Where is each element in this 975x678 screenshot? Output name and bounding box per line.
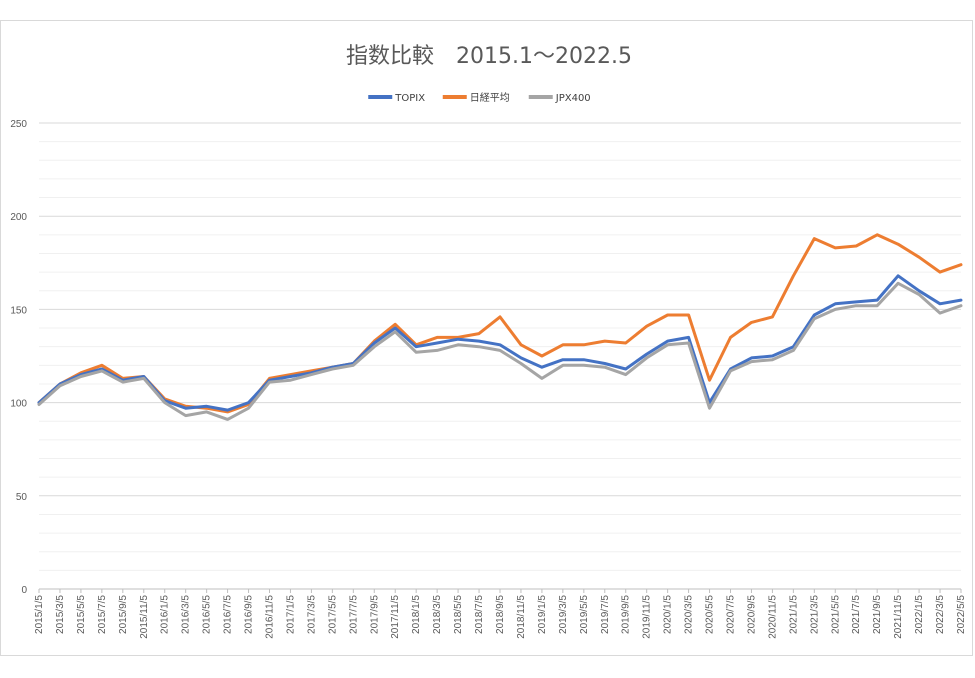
x-tick-label: 2021/1/5 <box>788 595 799 634</box>
x-tick-label: 2018/1/5 <box>411 595 422 634</box>
legend-label: TOPIX <box>394 93 425 104</box>
legend-label: 日経平均 <box>470 91 510 104</box>
y-tick-label: 0 <box>21 585 27 596</box>
x-tick-label: 2021/5/5 <box>830 595 841 634</box>
x-tick-label: 2016/7/5 <box>223 595 234 634</box>
x-tick-label: 2019/11/5 <box>642 595 653 639</box>
x-tick-label: 2022/3/5 <box>935 595 946 634</box>
chart-frame: 指数比較 2015.1～2022.5 TOPIX 日経平均 JPX400 0 50 10… <box>0 20 973 656</box>
x-tick-label: 2018/11/5 <box>516 595 527 639</box>
x-tick-label: 2020/9/5 <box>746 595 757 634</box>
x-tick-label: 2018/7/5 <box>474 595 485 634</box>
y-tick-label: 50 <box>16 492 28 503</box>
legend: TOPIX 日経平均 JPX400 <box>368 91 591 104</box>
x-tick-label: 2017/7/5 <box>348 595 359 634</box>
x-tick-label: 2016/9/5 <box>244 595 255 634</box>
x-tick-label: 2019/1/5 <box>537 595 548 634</box>
x-tick-label: 2017/3/5 <box>306 595 317 634</box>
x-tick-label: 2020/7/5 <box>726 595 737 634</box>
x-tick-label: 2018/3/5 <box>432 595 443 634</box>
x-tick-label: 2016/1/5 <box>160 595 171 634</box>
y-tick-label: 200 <box>10 212 27 223</box>
x-tick-label: 2016/3/5 <box>181 595 192 634</box>
x-tick-label: 2018/5/5 <box>453 595 464 634</box>
x-tick-label: 2021/3/5 <box>809 595 820 634</box>
x-tick-label: 2017/11/5 <box>390 595 401 639</box>
series-line-JPX400 <box>37 281 963 421</box>
y-axis: 0 50 100 150 200 250 <box>10 119 27 596</box>
x-tick-label: 2019/5/5 <box>579 595 590 634</box>
x-tick-label: 2020/1/5 <box>663 595 674 634</box>
x-tick-label: 2017/9/5 <box>369 595 380 634</box>
x-tick-label: 2022/5/5 <box>956 595 967 634</box>
x-tick-label: 2019/7/5 <box>600 595 611 634</box>
x-tick-label: 2016/5/5 <box>202 595 213 634</box>
x-tick-label: 2020/3/5 <box>684 595 695 634</box>
x-tick-label: 2019/9/5 <box>621 595 632 634</box>
x-tick-label: 2018/9/5 <box>495 595 506 634</box>
y-tick-label: 150 <box>10 305 27 316</box>
x-tick-label: 2017/1/5 <box>285 595 296 634</box>
x-tick-label: 2021/11/5 <box>893 595 904 639</box>
x-tick-label: 2015/11/5 <box>139 595 150 639</box>
y-tick-label: 100 <box>10 399 27 410</box>
x-tick-label: 2015/5/5 <box>76 595 87 634</box>
chart-title: 指数比較 2015.1～2022.5 <box>346 44 632 69</box>
x-tick-label: 2021/7/5 <box>851 595 862 634</box>
x-tick-label: 2022/1/5 <box>914 595 925 634</box>
series-line-日経平均 <box>37 233 963 414</box>
line-chart: 指数比較 2015.1～2022.5 TOPIX 日経平均 JPX400 0 50 10… <box>10 44 967 639</box>
x-tick-label: 2020/5/5 <box>705 595 716 634</box>
x-tick-label: 2016/11/5 <box>265 595 276 639</box>
x-tick-label: 2015/9/5 <box>118 595 129 634</box>
x-tick-label: 2015/3/5 <box>55 595 66 634</box>
x-tick-label: 2021/9/5 <box>872 595 883 634</box>
grid <box>39 122 961 590</box>
x-tick-label: 2019/3/5 <box>558 595 569 634</box>
x-tick-label: 2015/7/5 <box>97 595 108 634</box>
y-tick-label: 250 <box>10 119 27 130</box>
x-tick-label: 2017/5/5 <box>327 595 338 634</box>
series-line-TOPIX <box>37 274 963 412</box>
x-tick-label: 2020/11/5 <box>767 595 778 639</box>
legend-label: JPX400 <box>555 93 591 104</box>
x-axis: 2015/1/5 2015/3/5 2015/5/5 2015/7/5 2015/9/5… <box>34 588 967 639</box>
series-lines <box>37 233 963 421</box>
x-tick-label: 2015/1/5 <box>34 595 45 634</box>
